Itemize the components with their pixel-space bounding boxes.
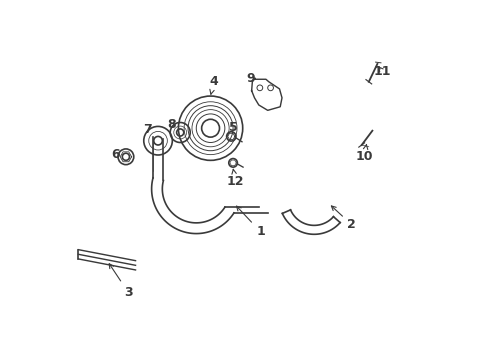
Text: 8: 8 [166, 118, 175, 131]
Text: 10: 10 [355, 144, 372, 163]
Text: 12: 12 [226, 169, 244, 188]
Text: 3: 3 [109, 264, 132, 299]
Text: 6: 6 [111, 148, 119, 161]
Text: 9: 9 [246, 72, 255, 85]
Text: 11: 11 [372, 64, 390, 77]
Text: 1: 1 [236, 206, 264, 238]
Text: 2: 2 [331, 206, 355, 231]
Text: 5: 5 [228, 121, 237, 134]
Text: 7: 7 [142, 123, 151, 136]
Text: 4: 4 [209, 75, 218, 94]
